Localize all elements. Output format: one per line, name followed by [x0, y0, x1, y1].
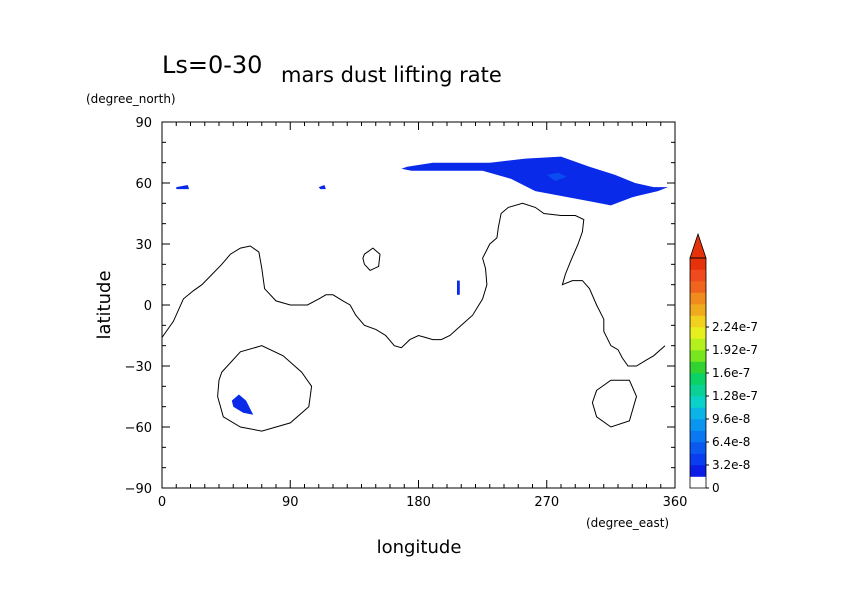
dust-region-north-polar-core — [546, 172, 567, 181]
dust-region-equatorial-plume — [457, 280, 460, 295]
dust-region-speck-mid — [318, 185, 326, 190]
colorbar-swatch — [690, 373, 706, 385]
colorbar-label: 1.28e-7 — [712, 389, 758, 403]
x-tick-label: 360 — [663, 495, 688, 510]
colorbar-label: 1.6e-7 — [712, 366, 750, 380]
chart-title: mars dust lifting rate — [281, 63, 502, 87]
dust-shading — [176, 156, 668, 415]
x-tick-label: 0 — [158, 495, 166, 510]
y-tick-label: 0 — [144, 299, 152, 314]
colorbar-swatch — [690, 281, 706, 293]
colorbar-label: 6.4e-8 — [712, 435, 750, 449]
colorbar-label: 2.24e-7 — [712, 320, 758, 334]
colorbar-swatch — [690, 430, 706, 443]
colorbar-swatch — [690, 269, 706, 282]
colorbar-swatch — [690, 292, 706, 305]
y-tick-label: −60 — [125, 421, 152, 436]
colorbar-swatch — [690, 350, 706, 362]
colorbar-label: 0 — [712, 481, 720, 495]
colorbar-swatch — [690, 453, 706, 466]
plot-frame — [161, 121, 676, 489]
tick-labels: 0 90 180 270 360 90 60 30 0 −30 −60 −90 — [125, 116, 688, 510]
y-axis-unit: (degree_north) — [86, 92, 176, 106]
dust-region-north-polar-band — [401, 156, 668, 206]
colorbar-extend-arrow — [689, 232, 707, 259]
colorbar-swatch — [690, 304, 706, 316]
colorbar-label: 9.6e-8 — [712, 412, 750, 426]
contour-tharsis-loop — [362, 247, 381, 272]
x-axis-unit: (degree_east) — [586, 516, 669, 530]
colorbar-swatch — [690, 361, 706, 374]
x-axis-label: longitude — [377, 537, 462, 558]
dust-region-speck-west — [176, 185, 190, 190]
colorbar-swatch — [690, 327, 706, 339]
y-axis-label: latitude — [94, 270, 115, 339]
colorbar-swatch — [690, 407, 706, 420]
colorbar-label: 1.92e-7 — [712, 343, 758, 357]
y-tick-label: −30 — [125, 360, 152, 375]
contour-hellas-basin — [217, 345, 313, 432]
topography-contours — [161, 202, 666, 432]
colorbar-swatch — [690, 315, 706, 328]
colorbar-swatch — [690, 258, 706, 270]
y-tick-label: −90 — [125, 482, 152, 497]
contour-argyre-basin — [591, 379, 638, 428]
colorbar-swatch — [690, 442, 706, 454]
colorbar: 0 3.2e-8 6.4e-8 9.6e-8 1.28e-7 1.6e-7 1.92e-7 2… — [689, 232, 758, 495]
colorbar-swatch — [690, 419, 706, 431]
colorbar-swatch — [690, 384, 706, 397]
colorbar-swatch — [690, 396, 706, 408]
x-tick-label: 90 — [282, 495, 299, 510]
colorbar-swatch — [690, 465, 706, 477]
y-tick-label: 90 — [135, 116, 152, 131]
colorbar-swatch — [690, 476, 706, 489]
y-tick-label: 30 — [135, 238, 152, 253]
dust-region-hellas-patch — [231, 394, 254, 415]
chart-title-prefix: Ls=0-30 — [162, 51, 262, 79]
contour-dichotomy-boundary — [161, 202, 666, 367]
colorbar-swatch — [690, 338, 706, 351]
y-tick-label: 60 — [135, 177, 152, 192]
x-tick-label: 270 — [534, 495, 559, 510]
x-tick-label: 180 — [406, 495, 431, 510]
colorbar-label: 3.2e-8 — [712, 458, 750, 472]
